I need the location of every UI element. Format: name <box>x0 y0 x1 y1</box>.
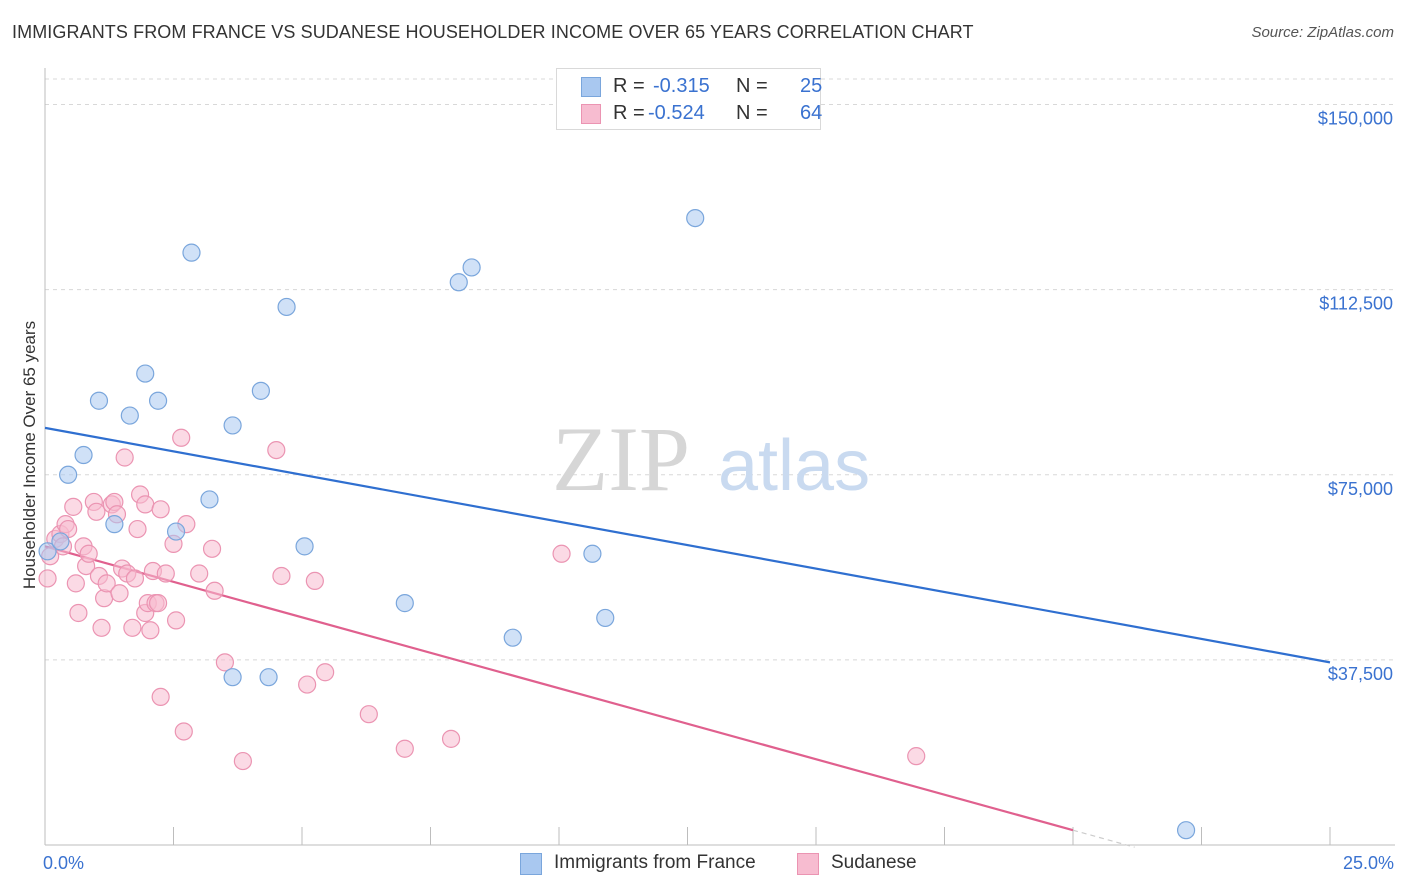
points-layer <box>38 208 1196 840</box>
legend-n-label: N = <box>736 75 768 97</box>
y-tick-label: $150,000 <box>1318 109 1393 129</box>
data-point <box>1176 821 1196 840</box>
data-point <box>251 381 270 400</box>
legend-n-value: 64 <box>800 102 823 124</box>
data-point <box>141 621 160 640</box>
data-point <box>105 515 124 534</box>
y-tick-label: $37,500 <box>1328 664 1393 684</box>
data-point <box>59 465 78 484</box>
chart-title: IMMIGRANTS FROM FRANCE VS SUDANESE HOUSE… <box>12 22 974 42</box>
data-point <box>298 675 317 694</box>
data-point <box>215 653 234 672</box>
trend-line <box>44 545 1074 832</box>
data-point <box>151 500 170 519</box>
data-point <box>295 537 314 556</box>
bottom-legend-label-france: Immigrants from France <box>554 852 756 873</box>
data-point <box>552 544 571 563</box>
data-point <box>686 208 705 228</box>
data-point <box>89 391 109 410</box>
data-point <box>128 519 147 539</box>
data-point <box>123 618 142 637</box>
x-tick-label-min: 0.0% <box>43 853 85 873</box>
data-point <box>277 297 296 317</box>
data-point <box>359 705 378 724</box>
axis-layer <box>44 68 1395 846</box>
data-point <box>120 406 139 425</box>
data-point <box>74 445 93 465</box>
data-point <box>166 522 186 541</box>
data-point <box>148 391 168 410</box>
legend-swatch-france <box>581 77 601 97</box>
data-point <box>190 564 209 583</box>
data-point <box>395 594 414 613</box>
legend-r-label: R = <box>613 102 645 124</box>
y-tick-label: $75,000 <box>1328 479 1393 499</box>
data-point <box>95 589 114 608</box>
data-point <box>148 594 168 613</box>
data-point <box>395 739 414 758</box>
data-point <box>596 608 615 628</box>
watermark-atlas: atlas <box>718 426 870 506</box>
data-point <box>172 428 191 447</box>
data-point <box>64 497 83 516</box>
legend-n-value: 25 <box>800 75 823 97</box>
data-point <box>92 618 111 637</box>
data-point <box>202 539 222 558</box>
data-point <box>907 747 926 766</box>
y-tick-label: $112,500 <box>1319 294 1393 314</box>
data-point <box>200 490 219 509</box>
legend-r-label: R = <box>613 75 645 97</box>
data-point <box>267 440 286 460</box>
data-point <box>97 574 116 593</box>
watermark: ZIP atlas <box>552 408 870 510</box>
data-point <box>156 564 175 583</box>
y-axis-label: Householder Income Over 65 years <box>20 320 39 590</box>
grid-layer <box>45 78 1395 661</box>
data-point <box>79 544 98 563</box>
legend-r-value: -0.524 <box>648 102 705 124</box>
y-tick-labels: $37,500 $75,000 $112,500 $150,000 <box>1318 109 1393 684</box>
bottom-legend-label-sudanese: Sudanese <box>831 852 917 873</box>
source-label: Source: ZipAtlas.com <box>1251 24 1394 41</box>
trend-line-extension <box>1072 829 1135 848</box>
data-point <box>316 663 335 682</box>
stats-legend: R = -0.315 N = 25 R = -0.524 N = 64 <box>556 68 823 130</box>
data-point <box>38 542 57 561</box>
trend-line <box>44 426 1331 664</box>
data-point <box>69 603 88 623</box>
x-tick-label-max: 25.0% <box>1342 853 1394 873</box>
data-point <box>136 364 155 383</box>
watermark-zip: ZIP <box>552 408 690 510</box>
data-point <box>66 574 85 593</box>
data-point <box>38 569 57 588</box>
data-point <box>182 243 201 262</box>
data-point <box>174 722 193 741</box>
data-point <box>259 668 278 687</box>
data-point <box>272 566 291 586</box>
legend-n-label: N = <box>736 102 768 124</box>
data-point <box>110 584 129 603</box>
data-point <box>125 569 145 588</box>
legend-r-value: -0.315 <box>653 75 710 97</box>
data-point <box>305 571 324 591</box>
data-point <box>151 687 170 707</box>
data-point <box>51 532 70 551</box>
legend-swatch-sudanese <box>581 104 601 124</box>
bottom-legend-swatch-sudanese <box>797 853 819 875</box>
data-point <box>115 448 134 467</box>
data-point <box>462 258 481 277</box>
data-point <box>233 751 252 771</box>
data-point <box>223 668 242 687</box>
bottom-legend-swatch-france <box>520 853 542 875</box>
data-point <box>223 416 242 435</box>
data-point <box>136 495 155 514</box>
data-point <box>166 611 186 630</box>
data-point <box>441 729 461 748</box>
data-point <box>205 581 224 600</box>
data-point <box>87 502 106 521</box>
data-point <box>503 628 522 647</box>
data-point <box>583 544 602 563</box>
data-point <box>449 273 468 292</box>
